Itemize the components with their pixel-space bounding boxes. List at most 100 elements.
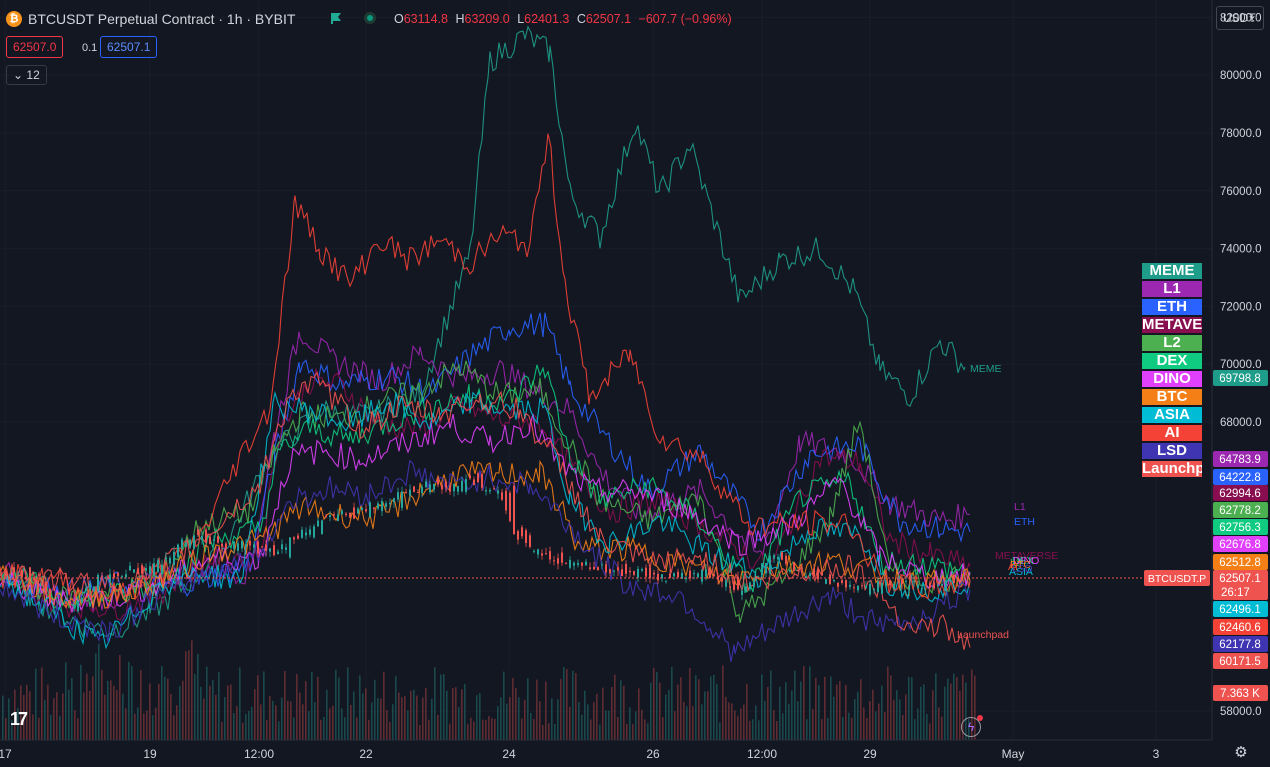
volume-bar (308, 711, 310, 740)
candle-body (737, 576, 739, 590)
volume-bar (275, 705, 277, 740)
candle-body (317, 520, 319, 527)
candle-body (849, 584, 851, 587)
volume-bar (632, 724, 634, 740)
volume-bar (782, 713, 784, 740)
series-line-meme (0, 25, 966, 639)
volume-bar (878, 703, 880, 740)
change-value: −607.7 (−0.96%) (638, 12, 732, 26)
candle-body (77, 601, 79, 612)
legend-item-meme[interactable]: MEME (1142, 263, 1202, 279)
volume-bar (596, 693, 598, 740)
volume-bar (362, 693, 364, 740)
volume-bar (41, 667, 43, 740)
candle-body (325, 515, 327, 517)
price-tick-label: 68000.0 (1220, 417, 1262, 429)
legend-item-dex[interactable]: DEX (1142, 353, 1202, 369)
legend-item-btc[interactable]: BTC (1142, 389, 1202, 405)
legend-item-l2[interactable]: L2 (1142, 335, 1202, 351)
candle-body (121, 576, 123, 578)
time-tick-label: 17 (0, 747, 12, 761)
sell-button[interactable]: 62507.0 (6, 36, 64, 58)
buy-button[interactable]: 62507.1 (100, 36, 158, 58)
candle-body (513, 485, 515, 535)
candle-body (177, 544, 179, 558)
volume-bar (161, 666, 163, 740)
volume-bar (149, 683, 151, 740)
candle-body (541, 553, 543, 556)
candle-body (681, 572, 683, 579)
volume-bar (74, 710, 76, 740)
currency-select[interactable]: USDT (1216, 4, 1264, 30)
price-tag-value: 62756.3 (1219, 522, 1261, 534)
candle-body (297, 535, 299, 539)
legend-item-ai[interactable]: AI (1142, 425, 1202, 441)
legend-item-launchpad[interactable]: Launchpad (1142, 461, 1202, 477)
legend-item-metaverse[interactable]: METAVERSE (1142, 317, 1202, 333)
legend-item-l1[interactable]: L1 (1142, 281, 1202, 297)
volume-bar (116, 689, 118, 740)
symbol-title[interactable]: BTCUSDT Perpetual Contract · 1h · BYBIT (28, 11, 296, 27)
volume-bar (890, 675, 892, 740)
volume-bar (623, 685, 625, 740)
volume-bar (269, 695, 271, 740)
series-line-eth (0, 312, 971, 604)
candle-body (565, 562, 567, 564)
volume-bar (398, 692, 400, 740)
volume-bar (485, 720, 487, 740)
volume-bar (236, 706, 238, 740)
candle-body (501, 492, 503, 500)
candle-body (689, 570, 691, 579)
candle-body (133, 569, 135, 573)
volume-bar (905, 694, 907, 740)
volume-bar (293, 717, 295, 740)
candle-body (877, 581, 879, 593)
candle-body (665, 580, 667, 582)
legend-item-eth[interactable]: ETH (1142, 299, 1202, 315)
candle-body (625, 563, 627, 574)
volume-bar (611, 686, 613, 740)
volume-bar (581, 714, 583, 740)
candle-body (409, 489, 411, 496)
time-tick-label: 22 (359, 747, 373, 761)
candle-body (581, 562, 583, 566)
volume-bar (854, 699, 856, 740)
volume-bar (158, 683, 160, 740)
flag-icon[interactable] (330, 12, 342, 24)
candle-body (845, 580, 847, 588)
price-tick-label: 80000.0 (1220, 70, 1262, 82)
candle-body (329, 515, 331, 518)
series-end-label: AI (1008, 561, 1018, 573)
indicators-toggle[interactable]: ⌄ 12 (6, 65, 47, 85)
candle-body (221, 543, 223, 547)
market-status-icon[interactable] (364, 12, 376, 24)
candle-body (657, 573, 659, 581)
volume-bar (770, 670, 772, 740)
volume-bar (935, 673, 937, 740)
legend-item-lsd[interactable]: LSD (1142, 443, 1202, 459)
volume-bar (797, 701, 799, 740)
price-tag-dino (1213, 536, 1268, 552)
candle-body (85, 587, 87, 591)
time-tick-label: 29 (863, 747, 877, 761)
candle-body (57, 601, 59, 603)
volume-bar (35, 668, 37, 740)
candle-body (361, 507, 363, 511)
candle-body (809, 573, 811, 577)
volume-bar (131, 665, 133, 740)
legend-item-asia[interactable]: ASIA (1142, 407, 1202, 423)
candle-body (921, 588, 923, 590)
lightning-icon[interactable]: ϟ (961, 715, 983, 737)
volume-bar (698, 679, 700, 740)
candle-body (21, 569, 23, 578)
volume-bar (722, 665, 724, 740)
legend-item-dino[interactable]: DINO (1142, 371, 1202, 387)
candle-body (929, 582, 931, 588)
volume-bar (605, 710, 607, 740)
price-tags: 69798.8 64783.9 64222.8 62994.6 62778.2 62756… (1144, 370, 1268, 701)
candle-body (853, 587, 855, 589)
candle-body (425, 481, 427, 488)
candle-body (9, 574, 11, 576)
gear-icon[interactable]: ⚙ (1234, 744, 1248, 761)
